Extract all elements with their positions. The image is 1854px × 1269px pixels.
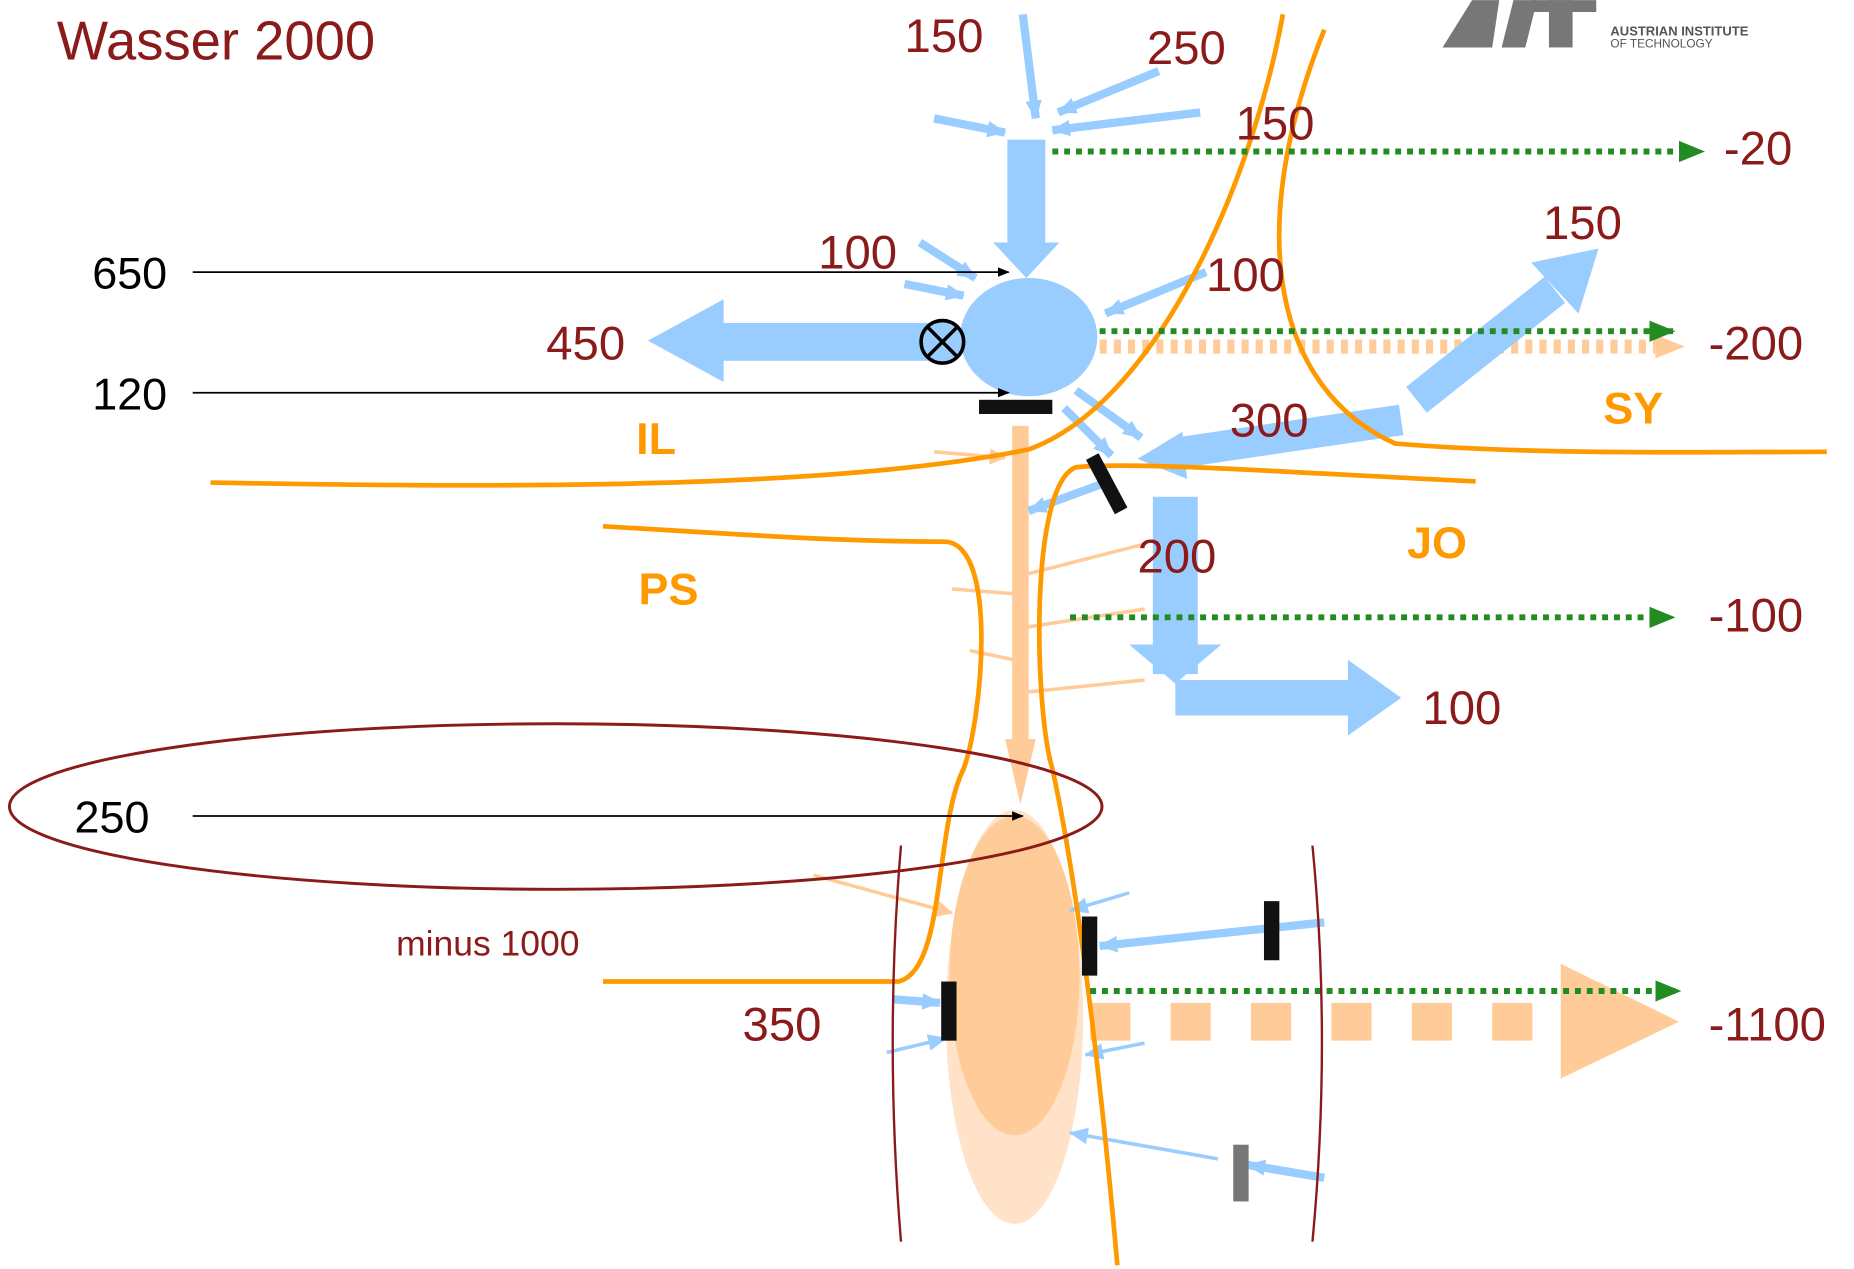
- flow-label: 150: [1236, 98, 1315, 151]
- flow-label: 350: [743, 999, 822, 1052]
- diagram: AUSTRIAN INSTITUTE OF TECHNOLOGY Wasser …: [0, 0, 1854, 1269]
- flow: [1012, 426, 1029, 745]
- title: Wasser 2000: [57, 10, 375, 71]
- flow-label: 150: [905, 10, 984, 63]
- flow-label: 150: [1543, 197, 1622, 250]
- flow-label: -100: [1709, 590, 1804, 643]
- input-label: 250: [74, 792, 149, 843]
- flow: [1005, 739, 1036, 804]
- flow-label: 100: [1422, 682, 1501, 735]
- region-label: SY: [1603, 382, 1663, 433]
- flow-label: 100: [818, 227, 897, 280]
- flow-label: 250: [1147, 22, 1226, 75]
- flow-label: 300: [1230, 394, 1309, 447]
- flow-label: -1100: [1709, 999, 1826, 1052]
- pump: [921, 321, 964, 364]
- flow-label: 200: [1137, 530, 1216, 583]
- flow-label: 100: [1206, 249, 1285, 302]
- region-label: IL: [636, 413, 676, 464]
- note: minus 1000: [396, 924, 579, 964]
- flow-labels: 150 250 150 -20 100 100 150 450 -200 300…: [546, 10, 1826, 1051]
- highlight: [9, 724, 1102, 890]
- input-labels: 650 120 250: [74, 248, 167, 843]
- input-label: 120: [92, 368, 167, 419]
- flow-label: -200: [1709, 318, 1804, 371]
- flow: [1561, 964, 1679, 1079]
- region-label: PS: [638, 563, 698, 614]
- input-label: 650: [92, 248, 167, 299]
- page: AUSTRIAN INSTITUTE OF TECHNOLOGY Wasser …: [0, 0, 1854, 1269]
- region-label: JO: [1407, 517, 1467, 568]
- logo-text: OF TECHNOLOGY: [1610, 36, 1712, 50]
- flow-label: 450: [546, 318, 625, 371]
- storage: [949, 816, 1079, 1135]
- flow: [1655, 335, 1685, 359]
- logo: AUSTRIAN INSTITUTE OF TECHNOLOGY: [1443, 0, 1749, 50]
- flow-label: -20: [1724, 122, 1792, 175]
